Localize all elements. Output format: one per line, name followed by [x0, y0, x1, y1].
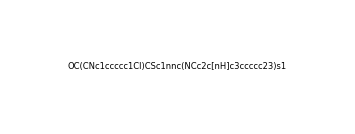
Text: OC(CNc1ccccc1Cl)CSc1nnc(NCc2c[nH]c3ccccc23)s1: OC(CNc1ccccc1Cl)CSc1nnc(NCc2c[nH]c3ccccc…	[68, 62, 287, 72]
